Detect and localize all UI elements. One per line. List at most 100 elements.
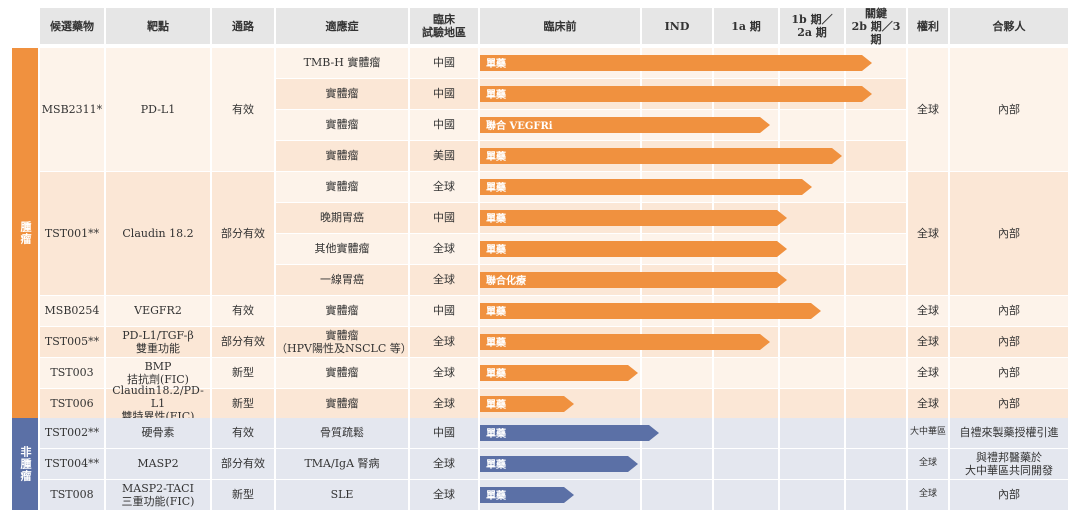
pathway-cell: 有效	[212, 296, 274, 326]
phase-cell	[780, 480, 844, 510]
phase-cell	[780, 358, 844, 388]
progress-bar: 聯合 VEGFRi	[480, 116, 770, 133]
progress-bar: 單藥	[480, 364, 638, 381]
phase-cell	[780, 327, 844, 357]
phase-cell	[642, 389, 712, 419]
target-cell: BMP 拮抗劑(FIC)	[106, 358, 210, 388]
region-cell: 全球	[410, 480, 478, 510]
pathway-cell: 部分有效	[212, 327, 274, 357]
header-ind: IND	[642, 8, 712, 44]
phase-cell	[846, 203, 906, 233]
phase-cell	[846, 141, 906, 171]
indication-cell: 實體瘤	[276, 79, 408, 109]
phase-cell	[846, 327, 906, 357]
header-target: 靶點	[106, 8, 210, 44]
indication-cell: SLE	[276, 480, 408, 510]
region-cell: 全球	[410, 389, 478, 419]
phase-cell	[846, 449, 906, 479]
target-cell: PD-L1/TGF-β 雙重功能	[106, 327, 210, 357]
phase-cell	[714, 418, 778, 448]
candidate-cell: TST003	[40, 358, 104, 388]
header-partner: 合夥人	[950, 8, 1068, 44]
partner-cell: 自禮來製藥授權引進	[950, 418, 1068, 448]
target-cell: Claudin 18.2	[106, 172, 210, 295]
section-oncology-label: 腫瘤	[12, 48, 38, 419]
phase-cell	[846, 234, 906, 264]
phase-cell	[714, 449, 778, 479]
region-cell: 全球	[410, 358, 478, 388]
region-cell: 美國	[410, 141, 478, 171]
progress-bar: 單藥	[480, 85, 872, 102]
phase-cell	[780, 418, 844, 448]
header-indication: 適應症	[276, 8, 408, 44]
header-rights: 權利	[908, 8, 948, 44]
phase-cell	[642, 449, 712, 479]
header-p1b2a: 1b 期／ 2a 期	[780, 8, 844, 44]
progress-bar: 單藥	[480, 178, 813, 195]
phase-cell	[780, 234, 844, 264]
phase-cell	[642, 480, 712, 510]
partner-cell: 內部	[950, 296, 1068, 326]
indication-cell: 實體瘤 （HPV陽性及NSCLC 等）	[276, 327, 412, 357]
indication-cell: 骨質疏鬆	[276, 418, 408, 448]
progress-bar: 單藥	[480, 486, 574, 503]
pathway-cell: 新型	[212, 389, 274, 419]
target-cell: 硬骨素	[106, 418, 210, 448]
pathway-cell: 有效	[212, 48, 274, 171]
header-pivotal: 關鍵 2b 期／3 期	[846, 7, 906, 46]
phase-cell	[714, 358, 778, 388]
progress-bar: 聯合化療	[480, 271, 787, 288]
indication-cell: TMB-H 實體瘤	[276, 48, 408, 78]
phase-cell	[846, 358, 906, 388]
phase-cell	[846, 418, 906, 448]
target-cell: PD-L1	[106, 48, 210, 171]
candidate-cell: TST001**	[40, 172, 104, 295]
partner-cell: 內部	[950, 172, 1068, 295]
phase-cell	[714, 480, 778, 510]
phase-cell	[780, 265, 844, 295]
region-cell: 中國	[410, 48, 478, 78]
partner-cell: 內部	[950, 48, 1068, 171]
candidate-cell: TST008	[40, 480, 104, 510]
indication-cell: 實體瘤	[276, 141, 408, 171]
candidate-cell: TST006	[40, 389, 104, 419]
indication-cell: TMA/IgA 腎病	[276, 449, 408, 479]
region-cell: 中國	[410, 418, 478, 448]
pathway-cell: 部分有效	[212, 449, 274, 479]
progress-bar: 單藥	[480, 209, 787, 226]
phase-cell	[846, 110, 906, 140]
progress-bar: 單藥	[480, 333, 770, 350]
region-cell: 全球	[410, 265, 478, 295]
rights-cell: 大中華區	[908, 418, 948, 448]
region-cell: 中國	[410, 203, 478, 233]
rights-cell: 全球	[908, 358, 948, 388]
indication-cell: 實體瘤	[276, 296, 408, 326]
progress-bar: 單藥	[480, 424, 659, 441]
indication-cell: 晚期胃癌	[276, 203, 408, 233]
phase-cell	[780, 389, 844, 419]
pathway-cell: 新型	[212, 358, 274, 388]
progress-bar: 單藥	[480, 240, 787, 257]
rights-cell: 全球	[908, 480, 948, 510]
rights-cell: 全球	[908, 172, 948, 295]
region-cell: 全球	[410, 327, 478, 357]
progress-bar: 單藥	[480, 455, 638, 472]
target-cell: MASP2-TACI 三重功能(FIC)	[106, 480, 210, 510]
progress-bar: 單藥	[480, 147, 843, 164]
phase-cell	[780, 110, 844, 140]
phase-cell	[846, 265, 906, 295]
progress-bar: 單藥	[480, 302, 821, 319]
region-cell: 中國	[410, 79, 478, 109]
indication-cell: 實體瘤	[276, 358, 408, 388]
indication-cell: 實體瘤	[276, 172, 408, 202]
rights-cell: 全球	[908, 449, 948, 479]
header-candidate: 候選藥物	[40, 8, 104, 44]
candidate-cell: MSB2311*	[40, 48, 104, 171]
target-cell: MASP2	[106, 449, 210, 479]
header-region: 臨床 試驗地區	[410, 8, 478, 44]
partner-cell: 內部	[950, 358, 1068, 388]
region-cell: 全球	[410, 449, 478, 479]
partner-cell: 與禮邦醫藥於 大中華區共同開發	[950, 449, 1068, 479]
rights-cell: 全球	[908, 296, 948, 326]
